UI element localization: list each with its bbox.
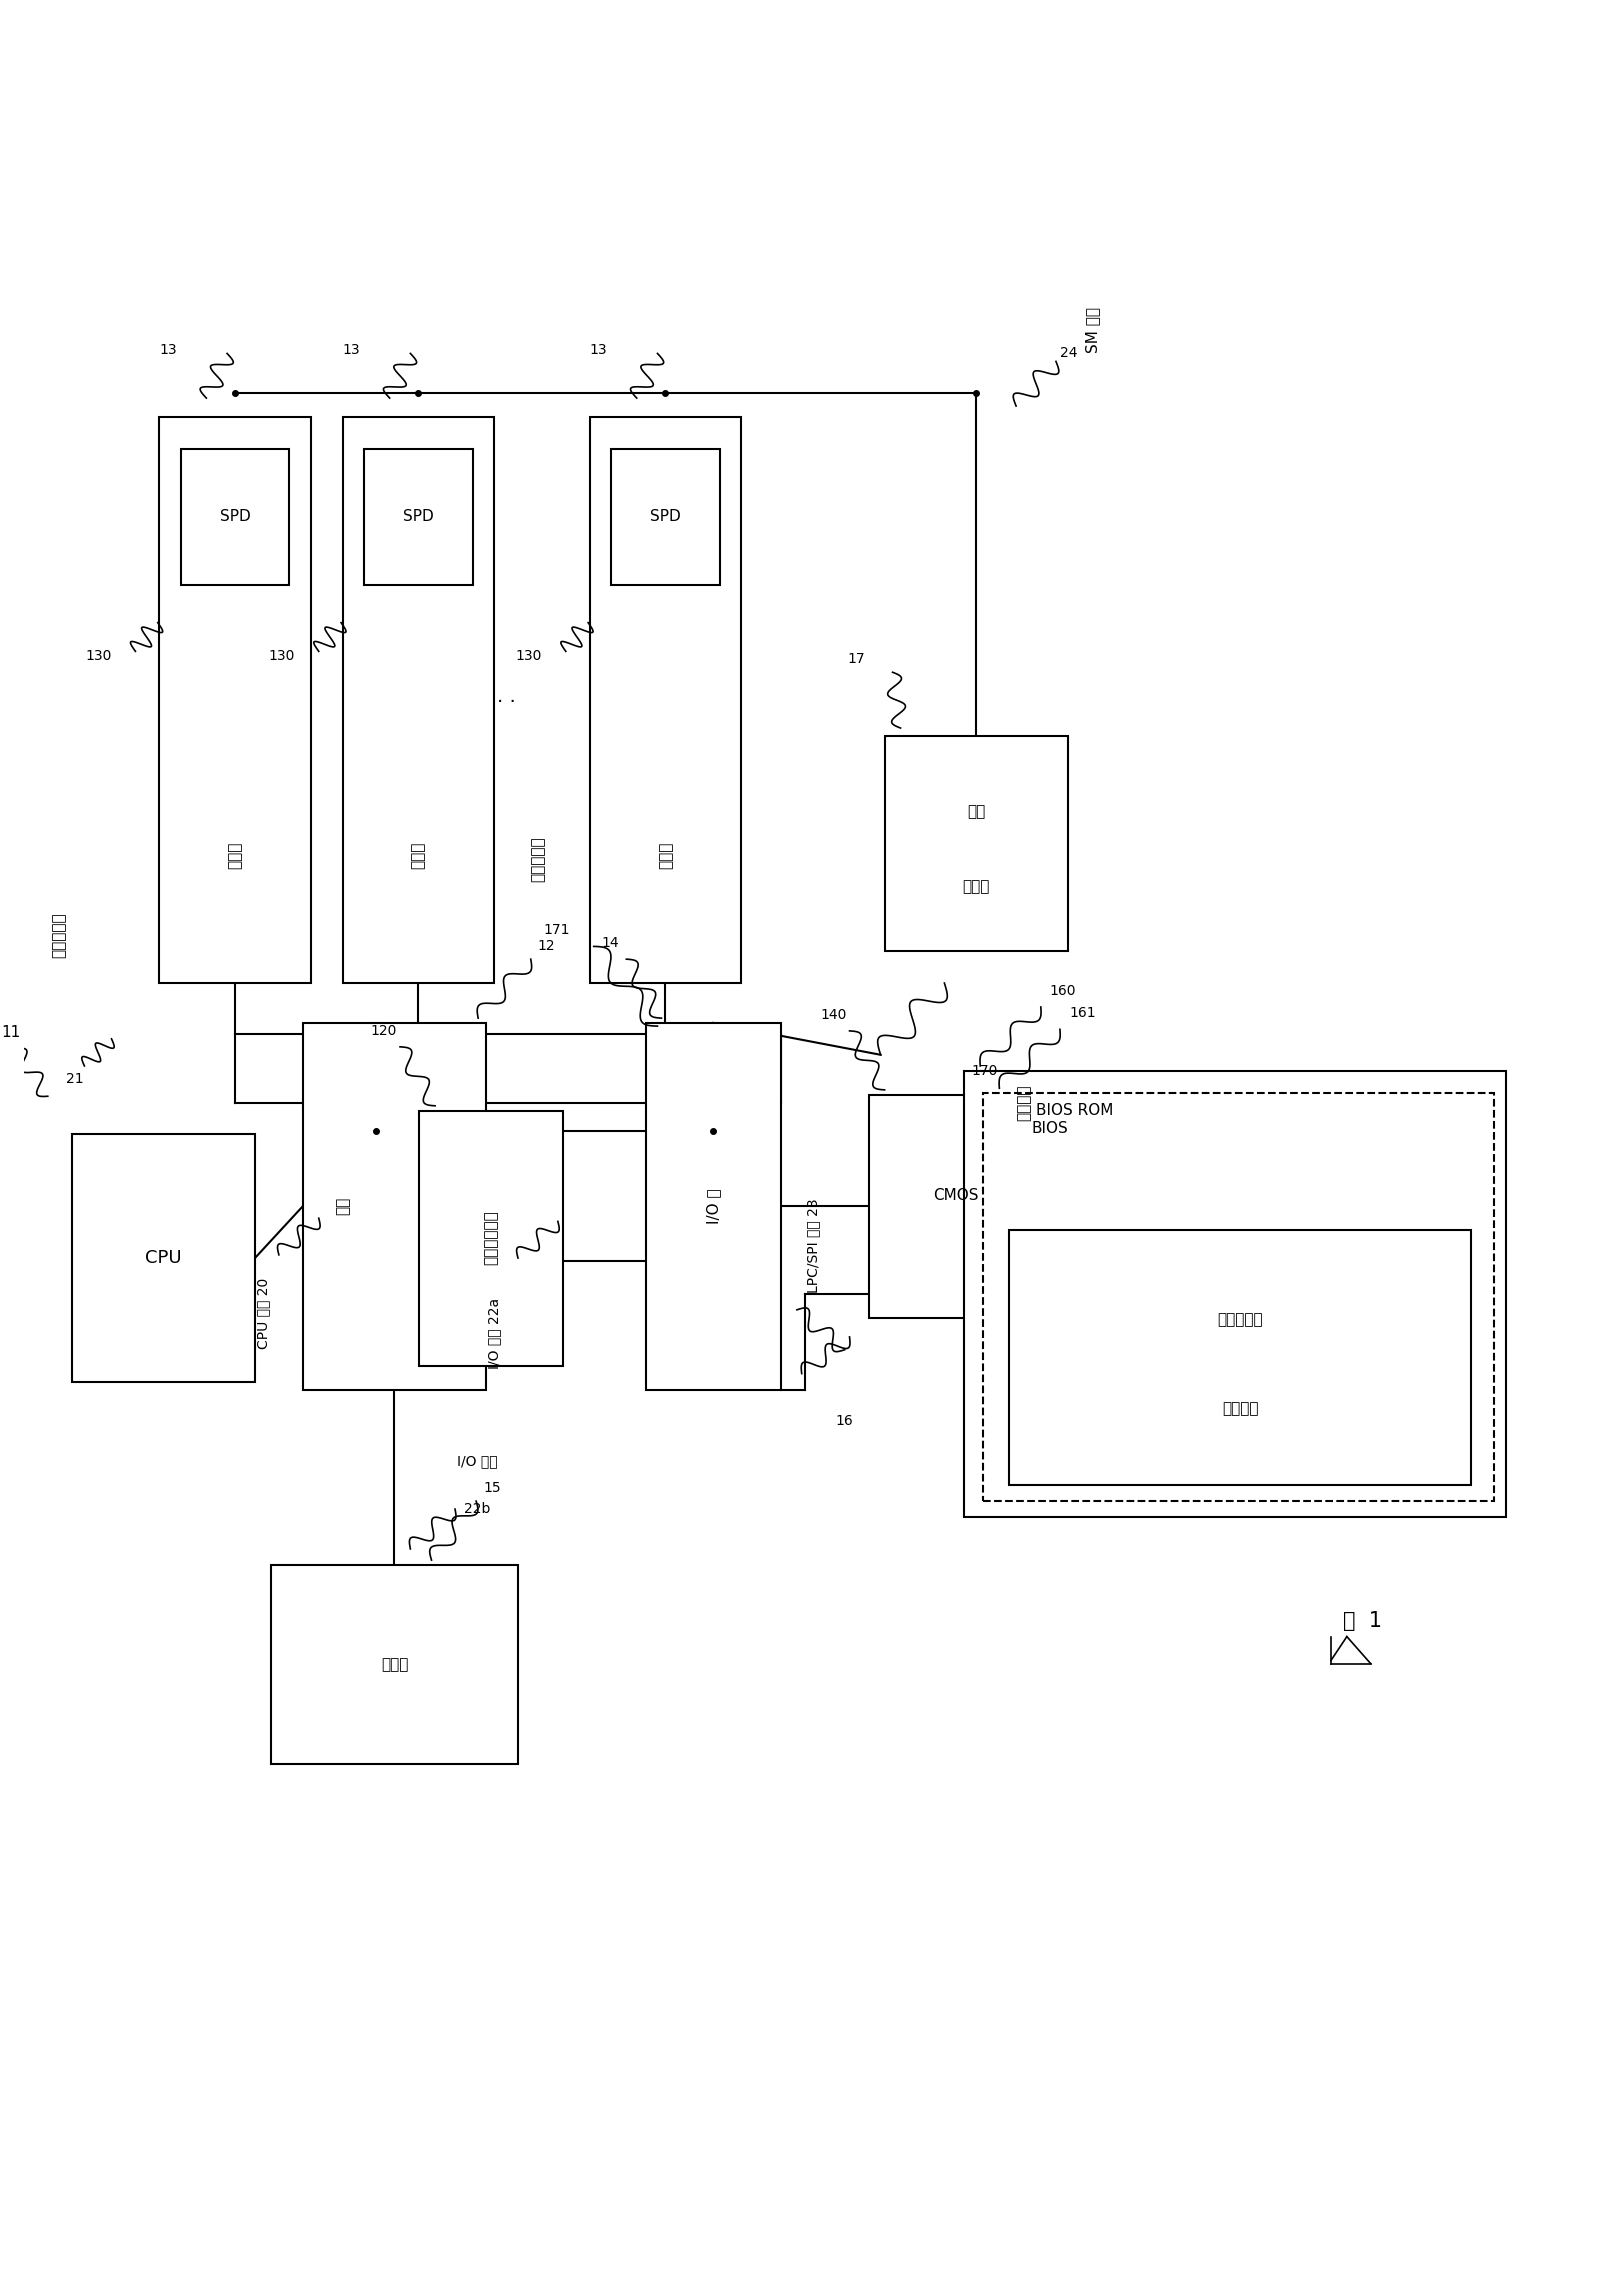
Text: 17: 17 <box>847 653 865 667</box>
Bar <box>182 449 289 585</box>
Text: 图  1: 图 1 <box>1343 1611 1382 1631</box>
Text: 存储器: 存储器 <box>227 842 243 869</box>
Bar <box>983 1094 1494 1502</box>
Text: LPC/SPI 总线 23: LPC/SPI 总线 23 <box>806 1198 819 1293</box>
Text: SPD: SPD <box>650 508 681 524</box>
Text: 22b: 22b <box>464 1502 490 1516</box>
Text: CMOS: CMOS <box>934 1187 980 1203</box>
Text: 24: 24 <box>1059 347 1077 361</box>
Text: 存储器时钟: 存储器时钟 <box>1216 1311 1264 1327</box>
Text: 主桥: 主桥 <box>336 1198 350 1216</box>
Text: CPU: CPU <box>144 1248 182 1266</box>
Text: 13: 13 <box>590 343 607 356</box>
Text: 21: 21 <box>67 1071 84 1085</box>
Bar <box>884 735 1067 951</box>
Text: 14: 14 <box>602 937 620 951</box>
Text: SM 总线: SM 总线 <box>1085 306 1100 352</box>
Text: 存储器控制器: 存储器控制器 <box>483 1212 498 1266</box>
Text: 140: 140 <box>821 1007 847 1021</box>
Text: 图形部: 图形部 <box>381 1656 409 1672</box>
Text: I/O 总线: I/O 总线 <box>457 1454 498 1468</box>
Text: 时钟: 时钟 <box>967 803 986 819</box>
Text: 总线时钟: 总线时钟 <box>1017 1085 1032 1121</box>
Bar <box>611 449 720 585</box>
Text: SPD: SPD <box>219 508 250 524</box>
Text: 170: 170 <box>972 1064 998 1078</box>
Text: 13: 13 <box>159 343 177 356</box>
Text: I/O 桥: I/O 桥 <box>706 1189 720 1223</box>
Text: 存储器时钟: 存储器时钟 <box>530 835 545 883</box>
Text: . .: . . <box>498 688 516 706</box>
Bar <box>71 1134 255 1382</box>
Bar <box>869 1094 1045 1318</box>
Bar <box>271 1566 517 1763</box>
Text: 130: 130 <box>84 649 112 663</box>
Bar <box>1009 1230 1471 1486</box>
Bar <box>418 1110 563 1366</box>
Text: 130: 130 <box>516 649 542 663</box>
Text: I/O 总线 22a: I/O 总线 22a <box>487 1298 501 1368</box>
Text: 161: 161 <box>1069 1007 1095 1021</box>
Text: 存储器总线: 存储器总线 <box>52 912 67 958</box>
Text: 12: 12 <box>539 939 555 953</box>
Text: 存储器: 存储器 <box>659 842 673 869</box>
Text: 发生器: 发生器 <box>962 878 989 894</box>
Text: 15: 15 <box>483 1482 501 1495</box>
Bar <box>965 1071 1507 1518</box>
Text: 设定功能: 设定功能 <box>1221 1402 1259 1416</box>
Bar <box>342 417 495 982</box>
Bar <box>303 1023 487 1389</box>
Text: SPD: SPD <box>402 508 433 524</box>
Text: 130: 130 <box>269 649 295 663</box>
Text: 171: 171 <box>543 923 571 937</box>
Bar <box>159 417 311 982</box>
Text: 11: 11 <box>2 1026 21 1039</box>
Text: BIOS: BIOS <box>1032 1121 1067 1134</box>
Text: 13: 13 <box>342 343 360 356</box>
Text: 16: 16 <box>835 1414 853 1429</box>
Bar <box>590 417 741 982</box>
Bar <box>646 1023 780 1389</box>
Text: 存储器: 存储器 <box>410 842 427 869</box>
Text: 120: 120 <box>371 1023 397 1037</box>
Text: CPU 总线 20: CPU 总线 20 <box>256 1277 269 1350</box>
Text: BIOS ROM: BIOS ROM <box>1036 1103 1113 1119</box>
Text: 160: 160 <box>1049 985 1077 998</box>
Bar <box>365 449 472 585</box>
